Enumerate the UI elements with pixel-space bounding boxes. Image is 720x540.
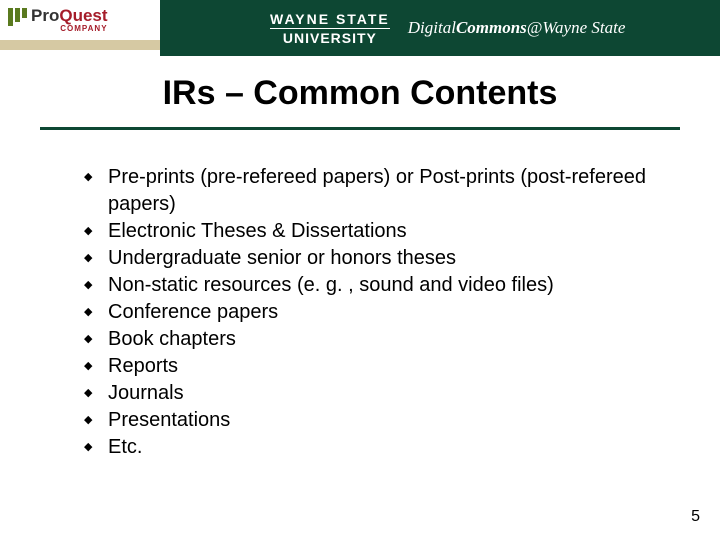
page-title: IRs – Common Contents (0, 74, 720, 113)
wayne-state-logo: WAYNE STATE UNIVERSITY (270, 12, 390, 45)
digital-commons-logo: DigitalCommons@Wayne State (408, 18, 626, 38)
list-item: Reports (84, 353, 654, 380)
wayne-banner: WAYNE STATE UNIVERSITY DigitalCommons@Wa… (160, 0, 720, 56)
list-item: Non-static resources (e. g. , sound and … (84, 272, 654, 299)
proquest-bars-icon (8, 8, 27, 26)
list-item: Undergraduate senior or honors theses (84, 245, 654, 272)
wayne-line2: UNIVERSITY (270, 28, 390, 45)
list-item: Presentations (84, 407, 654, 434)
dc-bold: Commons (456, 18, 527, 37)
proquest-logo: ProQuest COMPANY (8, 6, 158, 33)
dc-suffix: @Wayne State (527, 18, 626, 37)
content-area: Pre-prints (pre-refereed papers) or Post… (84, 164, 654, 461)
list-item: Journals (84, 380, 654, 407)
title-underline (40, 127, 680, 130)
header: ProQuest COMPANY WAYNE STATE UNIVERSITY … (0, 0, 720, 56)
list-item: Book chapters (84, 326, 654, 353)
list-item: Electronic Theses & Dissertations (84, 218, 654, 245)
proquest-quest: Quest (59, 6, 107, 25)
tan-accent-bar (0, 40, 160, 50)
page-number: 5 (691, 508, 700, 526)
wayne-line1: WAYNE STATE (270, 12, 390, 26)
list-item: Pre-prints (pre-refereed papers) or Post… (84, 164, 654, 218)
proquest-company: COMPANY (31, 24, 108, 33)
list-item: Etc. (84, 434, 654, 461)
bullet-list: Pre-prints (pre-refereed papers) or Post… (84, 164, 654, 461)
dc-prefix: Digital (408, 18, 456, 37)
list-item: Conference papers (84, 299, 654, 326)
proquest-pro: Pro (31, 6, 59, 25)
